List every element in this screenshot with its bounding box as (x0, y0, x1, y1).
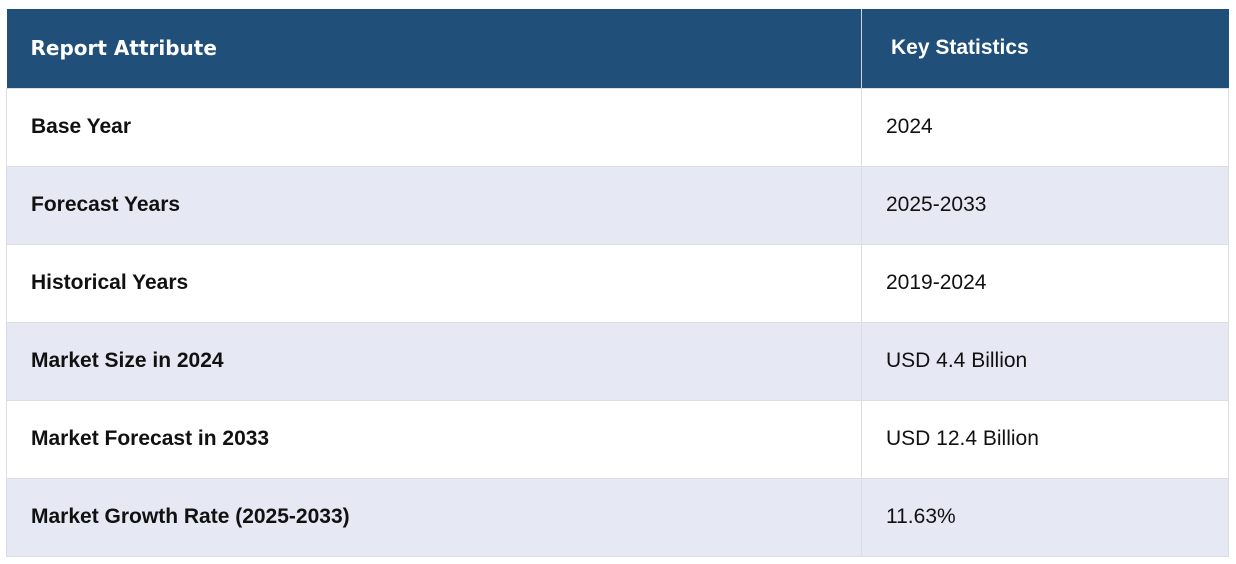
row-value-historical-years: 2019-2024 (861, 243, 1229, 323)
row-value-market-forecast: USD 12.4 Billion (861, 399, 1229, 479)
row-attribute-market-forecast: Market Forecast in 2033 (6, 399, 862, 479)
row-attribute-market-size: Market Size in 2024 (6, 321, 862, 401)
table-row: Market Growth Rate (2025-2033) 11.63% (6, 477, 1229, 557)
report-statistics-table: Report Attribute Key Statistics Base Yea… (6, 9, 1229, 557)
report-table-container: Report Attribute Key Statistics Base Yea… (6, 9, 1229, 557)
table-row: Market Size in 2024 USD 4.4 Billion (6, 321, 1229, 401)
row-value-growth-rate: 11.63% (861, 477, 1229, 557)
table-row: Forecast Years 2025-2033 (6, 165, 1229, 245)
row-value-base-year: 2024 (861, 87, 1229, 167)
header-key-statistics: Key Statistics (861, 9, 1229, 88)
table-row: Market Forecast in 2033 USD 12.4 Billion (6, 399, 1229, 479)
row-attribute-forecast-years: Forecast Years (6, 165, 862, 245)
table-row: Historical Years 2019-2024 (6, 243, 1229, 323)
table-header-row: Report Attribute Key Statistics (6, 9, 1229, 88)
table-row: Base Year 2024 (6, 87, 1229, 167)
row-attribute-historical-years: Historical Years (6, 243, 862, 323)
row-value-market-size: USD 4.4 Billion (861, 321, 1229, 401)
header-report-attribute: Report Attribute (6, 9, 862, 88)
row-value-forecast-years: 2025-2033 (861, 165, 1229, 245)
row-attribute-base-year: Base Year (6, 87, 862, 167)
row-attribute-growth-rate: Market Growth Rate (2025-2033) (6, 477, 862, 557)
